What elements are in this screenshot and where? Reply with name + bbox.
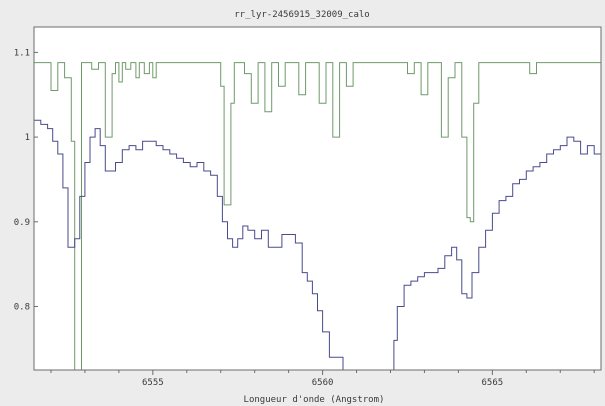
chart-title: rr_lyr-2456915_32009_calo — [234, 10, 369, 20]
x-tick-label-1: 6560 — [312, 378, 334, 388]
series-layer — [34, 62, 601, 370]
y-tick-label-2: 1 — [25, 133, 30, 143]
series-line-1 — [34, 119, 601, 370]
axis-layer: 0.8 0.9 1 1.1 6555 6560 6565 — [14, 26, 602, 388]
y-tick-label-3: 1.1 — [14, 48, 30, 58]
y-tick-label-0: 0.8 — [14, 302, 30, 312]
x-axis-label: Longueur d'onde (Angstrom) — [244, 395, 385, 405]
x-tick-label-0: 6555 — [142, 378, 164, 388]
plot-frame — [33, 26, 602, 371]
plot-area — [34, 27, 601, 370]
y-tick-label-1: 0.9 — [14, 218, 30, 228]
series-line-0 — [34, 62, 601, 370]
x-tick-label-2: 6565 — [482, 378, 504, 388]
